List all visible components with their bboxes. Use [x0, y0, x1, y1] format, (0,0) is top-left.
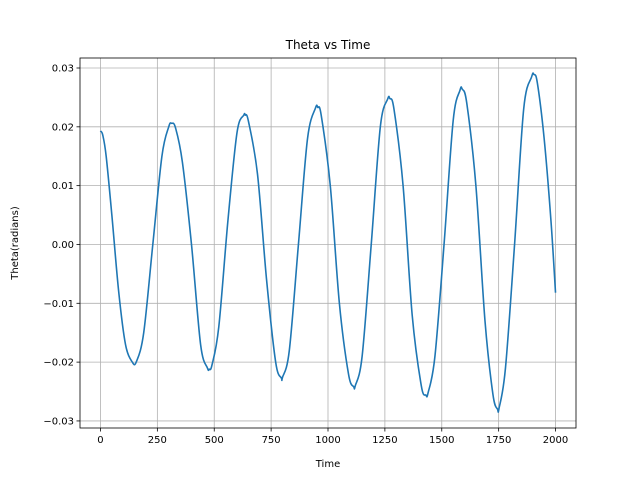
x-tick-label: 1750: [486, 435, 511, 446]
y-tick-label: −0.03: [43, 416, 74, 427]
chart-title: Theta vs Time: [285, 38, 371, 52]
y-tick-label: −0.02: [43, 358, 74, 369]
x-tick-label: 500: [205, 435, 224, 446]
y-tick-label: 0.02: [52, 122, 74, 133]
x-tick-label: 750: [262, 435, 281, 446]
x-tick-label: 1000: [315, 435, 340, 446]
y-tick-label: 0.00: [52, 240, 74, 251]
x-tick-label: 1250: [372, 435, 397, 446]
y-tick-label: 0.03: [52, 64, 74, 75]
x-tick-label: 1500: [429, 435, 454, 446]
x-tick-label: 0: [97, 435, 103, 446]
x-tick-label: 2000: [543, 435, 568, 446]
ticks: 0 250 500 750 1000 1250 1500 1750 2000 −0.03 −0.02…: [43, 64, 568, 447]
y-axis-label: Theta(radians): [10, 206, 21, 281]
grid: [80, 58, 576, 428]
series-line-theta: [99, 72, 557, 413]
y-tick-label: 0.01: [52, 181, 74, 192]
x-axis-label: Time: [315, 459, 340, 470]
x-tick-label: 250: [148, 435, 167, 446]
y-tick-label: −0.01: [43, 299, 74, 310]
